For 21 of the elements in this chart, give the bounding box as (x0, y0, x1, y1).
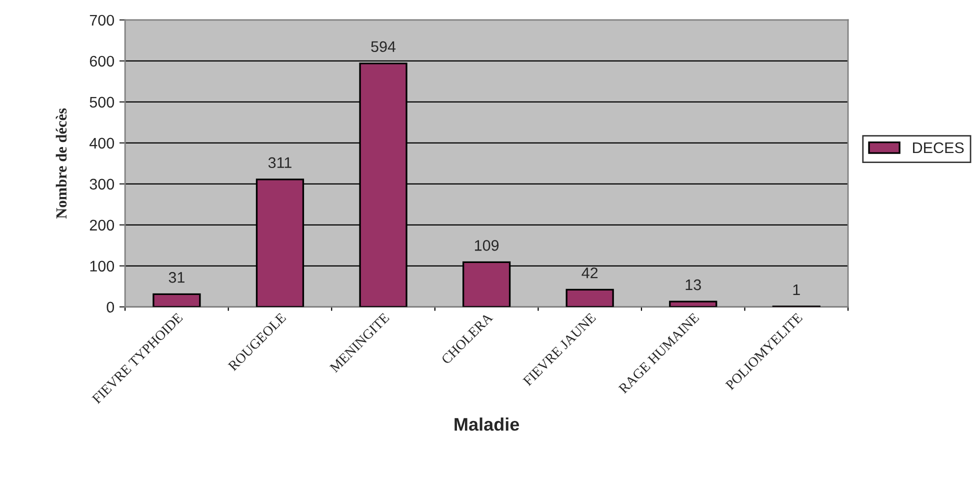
y-tick-label: 400 (90, 138, 114, 149)
y-tick-label: 700 (90, 14, 114, 26)
data-label: 1 (793, 284, 800, 295)
legend-label: DECES (913, 142, 964, 154)
bar (669, 300, 718, 307)
y-tick-label: 300 (90, 178, 114, 190)
bar (566, 288, 614, 307)
data-label: 42 (582, 268, 598, 278)
y-tick-label: 100 (90, 260, 114, 272)
y-tick-label: 0 (106, 302, 114, 313)
y-tick-label: 600 (90, 56, 114, 67)
x-axis-title: Maladie (454, 418, 520, 431)
data-label: 31 (168, 272, 184, 283)
y-axis-title: Nombre de décès (56, 108, 67, 219)
y-tick-label: 200 (90, 220, 114, 231)
data-label: 13 (686, 279, 701, 290)
data-label: 109 (474, 240, 499, 251)
bar (152, 293, 201, 307)
data-label: 594 (371, 41, 396, 52)
data-label: 311 (268, 157, 292, 168)
y-tick-label: 500 (90, 96, 114, 108)
